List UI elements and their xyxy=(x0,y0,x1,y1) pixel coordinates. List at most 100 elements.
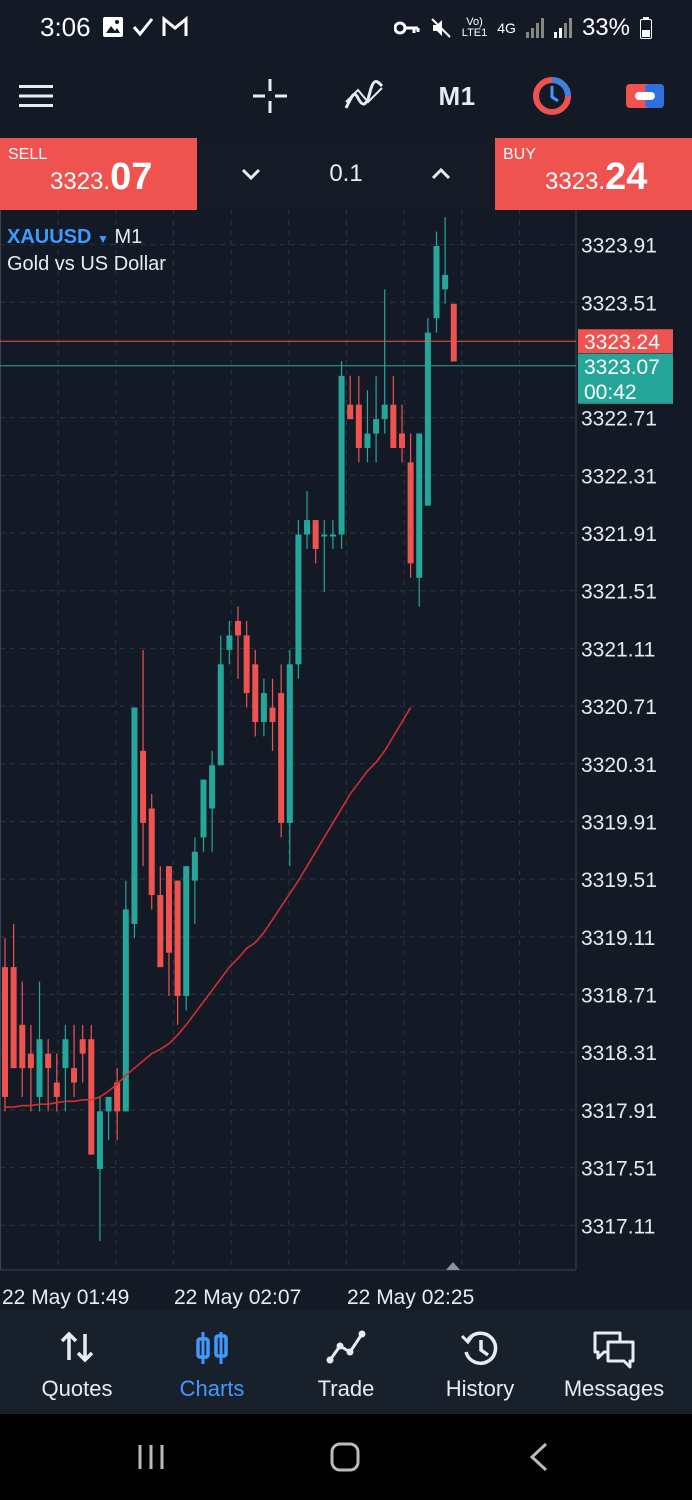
sell-label: SELL xyxy=(8,146,48,163)
ask-price-tag xyxy=(578,329,673,354)
account-icon xyxy=(626,84,664,108)
candle-body xyxy=(424,332,431,506)
lot-decrease-button[interactable] xyxy=(237,160,265,193)
price-axis-label: 3319.91 xyxy=(581,811,657,834)
indicators-button[interactable] xyxy=(340,72,388,120)
sell-price: 3323.07 xyxy=(50,156,153,198)
chevron-down-icon xyxy=(241,168,261,181)
candle-body xyxy=(450,303,457,362)
bid-price-label: 3323.07 xyxy=(584,356,660,379)
sell-button[interactable]: SELL 3323.07 xyxy=(0,138,197,210)
candle-body xyxy=(235,621,242,636)
back-button[interactable] xyxy=(526,1442,550,1477)
lot-selector: 0.1 xyxy=(197,138,495,210)
symbol-name[interactable]: XAUUSD xyxy=(7,226,92,248)
vpn-key-icon xyxy=(393,21,420,35)
symbol-info: XAUUSD ▼ M1 Gold vs US Dollar xyxy=(7,226,166,276)
price-axis-label: 3318.71 xyxy=(581,985,657,1008)
candle-body xyxy=(114,1082,121,1112)
price-chart[interactable]: 3323.91 3323.51 3322.71 3322.31 3321.91 3321.… xyxy=(0,210,692,1310)
moving-average-line xyxy=(5,707,412,1108)
candle-body xyxy=(243,635,250,694)
buy-button[interactable]: BUY 3323.24 xyxy=(495,138,692,210)
signal-icon xyxy=(525,18,544,38)
price-axis-label: 3317.91 xyxy=(581,1100,657,1123)
messages-icon xyxy=(593,1331,635,1369)
candle-body xyxy=(122,909,129,1112)
history-icon xyxy=(460,1331,498,1365)
candle-body xyxy=(381,404,388,420)
bottom-navigation: Quotes Charts Trade History Messages xyxy=(0,1310,692,1414)
lot-value[interactable]: 0.1 xyxy=(329,160,363,187)
home-button[interactable] xyxy=(330,1442,360,1477)
candle-body xyxy=(260,693,267,722)
symbol-timeframe: M1 xyxy=(114,226,143,248)
price-axis-label: 3323.91 xyxy=(581,235,657,258)
indicators-icon xyxy=(344,80,384,109)
candle-body xyxy=(347,404,354,420)
recent-apps-icon xyxy=(138,1445,164,1469)
nav-trade[interactable]: Trade xyxy=(277,1310,415,1414)
status-time: 3:06 xyxy=(40,12,91,42)
timeframe-button[interactable]: M1 xyxy=(438,80,476,111)
candle-body xyxy=(174,880,181,996)
nav-charts[interactable]: Charts xyxy=(143,1310,281,1414)
candle-body xyxy=(96,1111,103,1170)
candle-body xyxy=(45,1053,52,1069)
candle-body xyxy=(79,1039,86,1054)
bid-price-tag xyxy=(578,353,673,404)
charts-icon xyxy=(196,1332,228,1364)
battery-icon xyxy=(640,17,652,39)
menu-icon xyxy=(19,85,53,107)
candle-body xyxy=(88,1039,95,1155)
candle-body xyxy=(252,664,259,722)
candle-body xyxy=(10,967,17,1069)
candle-body xyxy=(329,534,336,537)
candle-body xyxy=(148,808,155,896)
candle-body xyxy=(183,866,190,996)
candle-body xyxy=(131,707,138,924)
system-navigation-bar xyxy=(0,1414,692,1500)
candle-body xyxy=(27,1053,34,1069)
signal-icon-2 xyxy=(553,18,572,38)
candle-body xyxy=(105,1096,112,1112)
account-button[interactable] xyxy=(624,72,666,120)
candle-body xyxy=(433,246,440,319)
candle-body xyxy=(416,433,423,578)
symbol-dropdown-icon[interactable]: ▼ xyxy=(97,232,109,246)
buy-label: BUY xyxy=(503,146,536,163)
price-axis-label: 3323.51 xyxy=(581,292,657,315)
price-axis-label: 3319.51 xyxy=(581,869,657,892)
candle-body xyxy=(200,779,207,838)
trade-icon xyxy=(326,1330,366,1364)
candle-body xyxy=(36,1039,43,1097)
price-axis-label: 3321.11 xyxy=(581,638,655,661)
candle-body xyxy=(217,664,224,766)
nav-messages[interactable]: Messages xyxy=(545,1310,683,1414)
candle-body xyxy=(157,895,164,968)
price-axis-label: 3317.11 xyxy=(581,1215,655,1238)
candle-body xyxy=(71,1068,78,1083)
candle-body xyxy=(209,765,216,809)
price-axis-label: 3319.11 xyxy=(581,927,655,950)
nav-history[interactable]: History xyxy=(411,1310,549,1414)
mute-icon xyxy=(431,18,451,38)
candle-body xyxy=(19,1024,26,1069)
candle-body xyxy=(165,866,172,953)
nav-label-quotes: Quotes xyxy=(41,1376,113,1401)
price-axis-label: 3317.51 xyxy=(581,1158,657,1181)
nav-quotes[interactable]: Quotes xyxy=(8,1310,146,1414)
one-click-trading-button[interactable] xyxy=(530,72,574,120)
crosshair-button[interactable] xyxy=(250,72,290,120)
recent-apps-button[interactable] xyxy=(136,1442,166,1477)
candle-body xyxy=(226,635,233,650)
menu-button[interactable] xyxy=(16,72,56,120)
lot-increase-button[interactable] xyxy=(427,160,455,193)
candle-body xyxy=(373,419,380,434)
nav-label-history: History xyxy=(445,1376,515,1401)
nav-label-charts: Charts xyxy=(179,1376,245,1401)
candle-body xyxy=(140,750,147,823)
candle-body xyxy=(53,1082,60,1097)
nav-label-messages: Messages xyxy=(563,1376,665,1401)
time-axis-label: 22 May 01:49 xyxy=(2,1286,129,1309)
